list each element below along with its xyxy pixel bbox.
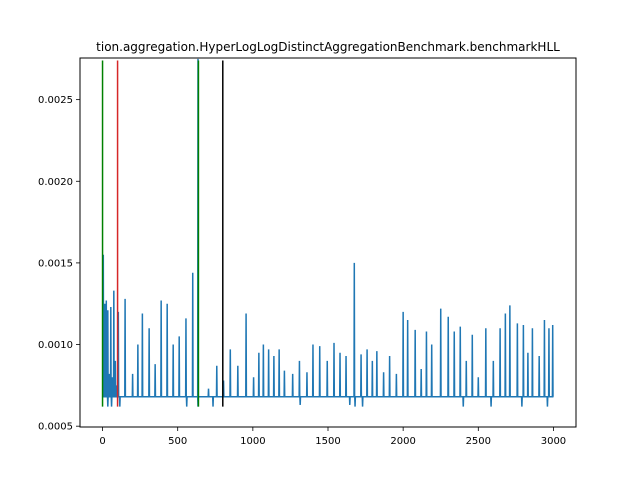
x-tick-label: 2500 <box>466 436 491 447</box>
x-tick-label: 0 <box>99 436 105 447</box>
x-tick-label: 1000 <box>240 436 265 447</box>
series-line <box>102 58 554 407</box>
x-tick-label: 1500 <box>315 436 340 447</box>
plot-area <box>101 58 554 407</box>
chart-title: tion.aggregation.HyperLogLogDistinctAggr… <box>96 40 560 54</box>
y-tick-label: 0.0020 <box>38 177 73 188</box>
x-tick-label: 3000 <box>541 436 566 447</box>
x-axis: 0 500 1000 1500 2000 2500 3000 <box>99 427 566 447</box>
y-tick-label: 0.0025 <box>38 95 73 106</box>
y-tick-label: 0.0005 <box>38 422 73 433</box>
y-axis: 0.0005 0.0010 0.0015 0.0020 0.0025 <box>38 95 80 433</box>
y-tick-label: 0.0015 <box>38 258 73 269</box>
x-tick-label: 500 <box>168 436 187 447</box>
y-tick-label: 0.0010 <box>38 340 73 351</box>
x-tick-label: 2000 <box>390 436 415 447</box>
plot-frame <box>79 57 577 428</box>
